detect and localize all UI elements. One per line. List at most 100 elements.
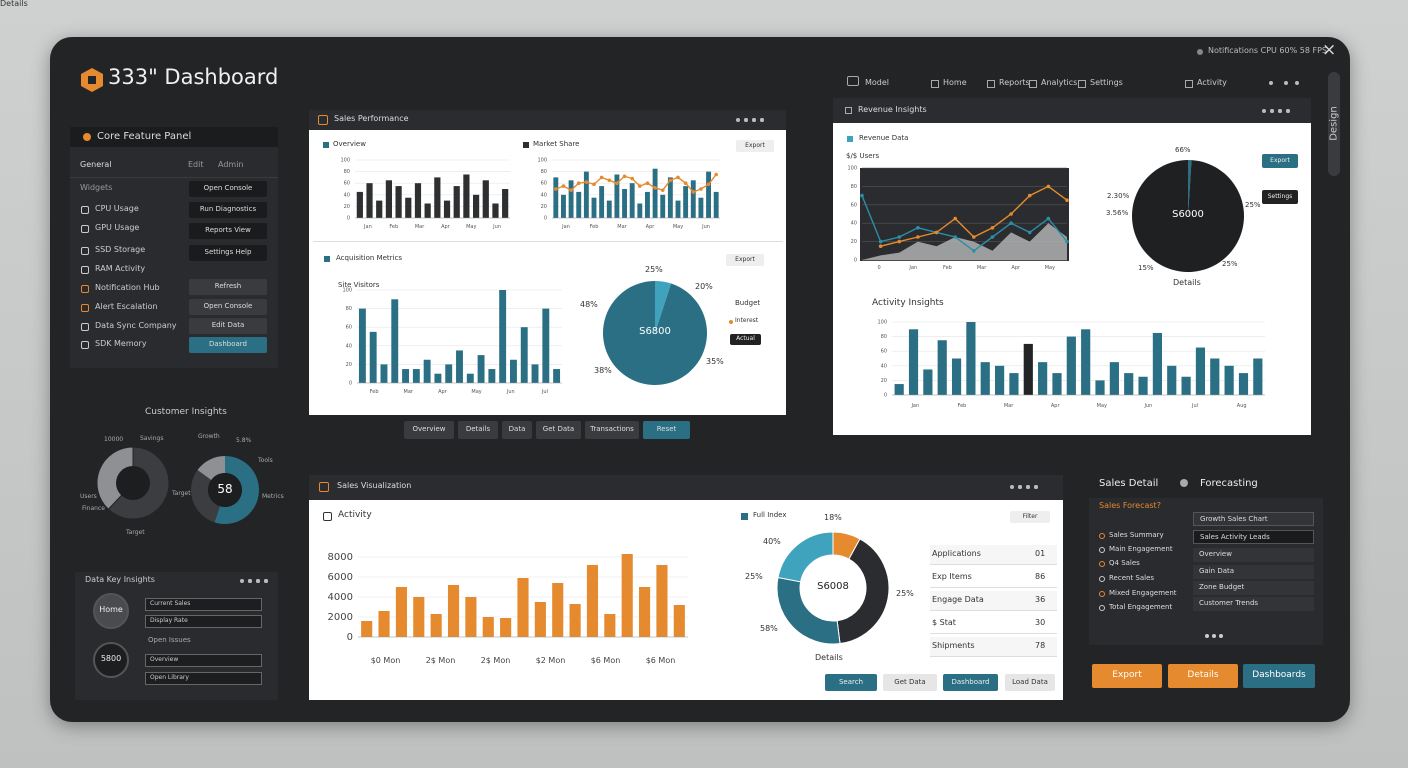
panel-button[interactable]: Load Data — [1005, 674, 1055, 691]
bar — [1152, 332, 1162, 395]
pie-slice — [655, 281, 672, 333]
panel-button[interactable]: Export — [1262, 154, 1298, 168]
y-tick-label: 100 — [877, 320, 887, 326]
panel-button[interactable]: Open Console — [189, 299, 267, 315]
action-button[interactable]: Overview — [404, 421, 454, 439]
icon — [1212, 634, 1216, 638]
tab[interactable]: General — [80, 160, 112, 169]
action-button[interactable]: Transactions — [585, 421, 639, 439]
nav-item[interactable]: Home — [943, 78, 967, 87]
panel-button[interactable]: Dashboard — [189, 337, 267, 353]
pie-slice — [96, 446, 134, 510]
big-button[interactable]: Dashboards — [1243, 664, 1315, 688]
icon — [264, 579, 268, 583]
bar — [683, 186, 689, 218]
panel-item[interactable]: Notification Hub — [95, 283, 160, 292]
option[interactable]: Sales Activity Leads — [1193, 530, 1314, 544]
line-marker — [990, 226, 995, 230]
detail-item[interactable]: Main Engagement — [1109, 545, 1173, 553]
action-button[interactable]: Reset — [643, 421, 690, 439]
line-marker — [990, 235, 995, 239]
panel-item[interactable]: RAM Activity — [95, 264, 146, 273]
tab[interactable]: Admin — [218, 160, 244, 169]
icon — [744, 118, 748, 122]
nav-item[interactable]: Model — [865, 78, 890, 87]
panel-button[interactable]: Edit Data — [189, 318, 267, 334]
panel-button[interactable]: Dashboard — [943, 674, 998, 691]
nav-item[interactable]: Analytics — [1041, 78, 1078, 87]
x-tick-label: Apr — [646, 224, 656, 230]
option[interactable]: Zone Budget — [1193, 581, 1314, 595]
line-marker — [607, 178, 612, 183]
line-marker — [653, 186, 657, 190]
dropdown[interactable]: Open Library — [145, 672, 262, 685]
nav-icon — [1185, 80, 1193, 88]
pie-label: Target — [172, 490, 191, 497]
panel-item[interactable]: SSD Storage — [95, 245, 146, 254]
bar — [534, 602, 546, 637]
nav-item[interactable]: Reports — [999, 78, 1030, 87]
panel-button[interactable]: Settings — [1262, 190, 1298, 204]
panel-item[interactable]: SDK Memory — [95, 339, 147, 348]
panel-button[interactable]: Settings Help — [189, 245, 267, 261]
stat-circle-label: 5800 — [100, 654, 122, 663]
tab[interactable]: Edit — [188, 160, 204, 169]
x-tick-label: Jul — [541, 389, 548, 395]
panel-item[interactable]: CPU Usage — [95, 204, 139, 213]
detail-item[interactable]: Sales Summary — [1109, 531, 1164, 539]
x-tick-label: Jun — [492, 224, 501, 230]
pie-caption: Details — [815, 653, 843, 662]
option[interactable]: Growth Sales Chart — [1193, 512, 1314, 526]
option[interactable]: Customer Trends — [1193, 597, 1314, 611]
export-button[interactable]: Export — [736, 140, 774, 152]
bar — [569, 604, 581, 637]
panel-button[interactable]: Run Diagnostics — [189, 202, 267, 218]
panel-button[interactable]: Refresh — [189, 279, 267, 295]
table-cell: $ Stat — [932, 618, 956, 627]
panel-item[interactable]: Alert Escalation — [95, 302, 158, 311]
panel-button[interactable]: Open Console — [189, 181, 267, 197]
x-tick-label: Jan — [910, 403, 919, 409]
bar — [1167, 365, 1177, 395]
panel-item[interactable]: GPU Usage — [95, 223, 140, 232]
dropdown[interactable]: Display Rate — [145, 615, 262, 628]
y-tick-label: 80 — [541, 169, 547, 175]
y-tick-label: 40 — [346, 343, 352, 349]
panel-button[interactable]: Get Data — [883, 674, 937, 691]
option[interactable]: Overview — [1193, 548, 1314, 562]
action-button[interactable]: Details — [458, 421, 498, 439]
detail-item[interactable]: Total Engagement — [1109, 603, 1173, 611]
nav-item[interactable]: Settings — [1090, 78, 1123, 87]
icon — [1286, 109, 1290, 113]
line-marker — [599, 175, 604, 180]
detail-item[interactable]: Mixed Engagement — [1109, 589, 1177, 597]
action-button[interactable]: Data — [502, 421, 532, 439]
detail-item[interactable]: Q4 Sales — [1109, 559, 1140, 567]
panel-button[interactable]: Reports View — [189, 223, 267, 239]
line-marker — [660, 188, 665, 192]
dropdown[interactable]: Overview — [145, 654, 262, 667]
line-marker — [638, 184, 642, 188]
legend-swatch — [323, 142, 329, 148]
panel-button[interactable]: Search — [825, 674, 877, 691]
pie-label: 18% — [824, 513, 842, 522]
dropdown[interactable]: Current Sales — [145, 598, 262, 611]
option[interactable]: Gain Data — [1193, 565, 1314, 579]
close-button[interactable]: × — [1322, 40, 1337, 60]
export-button[interactable]: Export — [726, 254, 764, 266]
pie-button[interactable]: Actual — [730, 334, 761, 345]
scrollbar — [1328, 72, 1340, 176]
line — [861, 195, 1068, 252]
big-button[interactable]: Export — [1092, 664, 1162, 688]
line-marker — [699, 187, 703, 191]
detail-item[interactable]: Recent Sales — [1109, 574, 1155, 582]
x-tick-label: Jun — [701, 224, 710, 230]
pie-label: Growth — [198, 433, 220, 440]
filter-button[interactable]: Filter — [1010, 511, 1050, 523]
big-button[interactable]: Details — [1168, 664, 1238, 688]
action-button[interactable]: Get Data — [536, 421, 581, 439]
y-tick-label: 20 — [346, 362, 352, 368]
nav-item[interactable]: Activity — [1197, 78, 1227, 87]
panel-item[interactable]: Data Sync Company — [95, 321, 177, 330]
table-row — [930, 637, 1057, 657]
